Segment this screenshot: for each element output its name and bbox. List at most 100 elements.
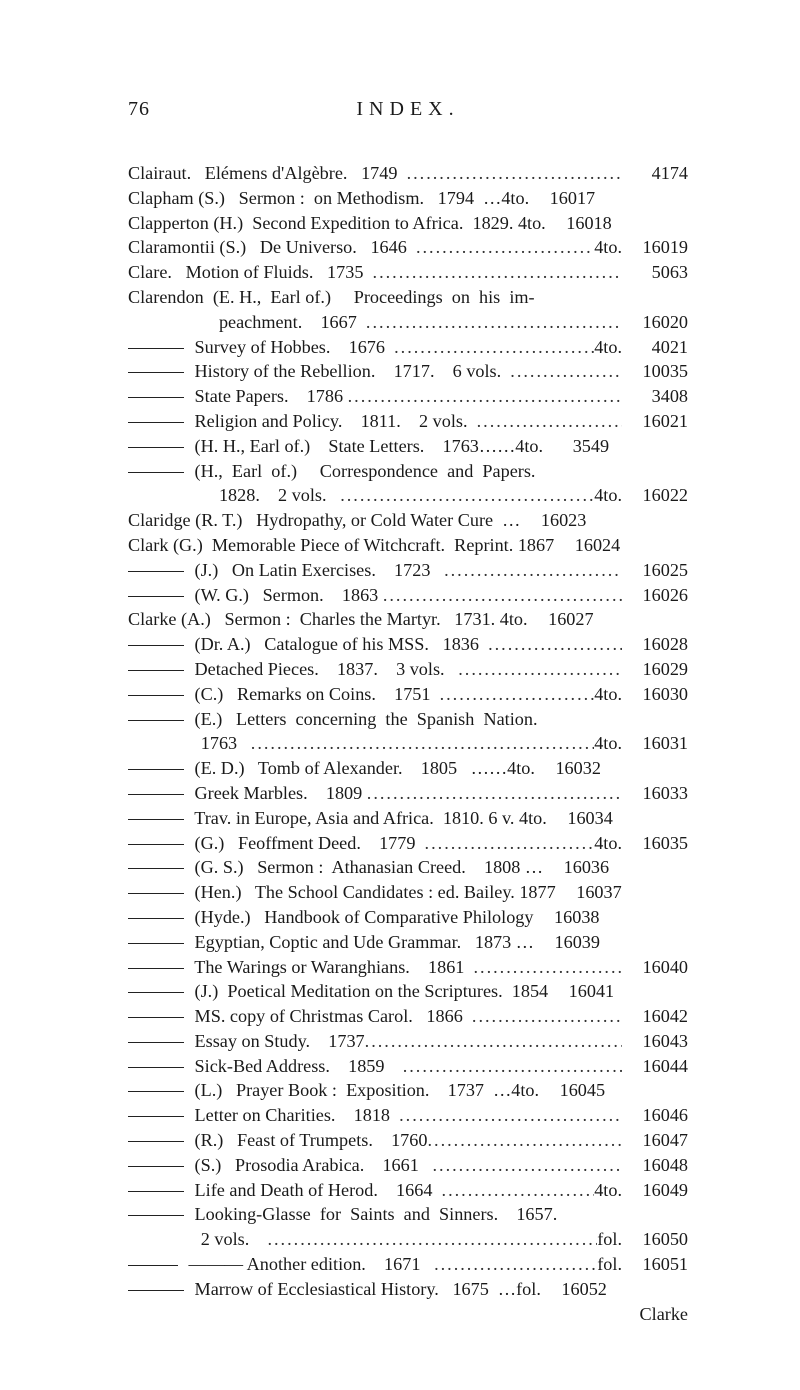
entry-suffix: 4to.: [594, 235, 622, 260]
entry-text: State Papers. 1786: [190, 384, 348, 409]
entry-number: 10035: [622, 359, 688, 384]
leader-dots: [399, 1103, 622, 1128]
continuation-dash: [128, 1265, 178, 1266]
footer-catchword-row: Clarke: [128, 1302, 688, 1327]
index-entry: Sick-Bed Address. 1859 16044: [128, 1054, 688, 1079]
entry-number: 16035: [622, 831, 688, 856]
entry-number: 16038: [534, 905, 600, 930]
entry-number: 16021: [622, 409, 688, 434]
index-entry: Detached Pieces. 1837. 3 vols. 16029: [128, 657, 688, 682]
index-entry: peachment. 1667 16020: [128, 310, 688, 335]
entry-suffix: 4to.: [594, 682, 622, 707]
entry-number: 16032: [535, 756, 601, 781]
index-entry: (J.) On Latin Exercises. 1723 16025: [128, 558, 688, 583]
index-entry: Clarendon (E. H., Earl of.) Proceedings …: [128, 285, 688, 310]
entry-number: 16041: [548, 979, 614, 1004]
index-entry: (E. D.) Tomb of Alexander. 1805 ……4to.16…: [128, 756, 688, 781]
entry-text: (H. H., Earl of.) State Letters. 1763……4…: [190, 434, 543, 459]
entry-text: (Hen.) The School Candidates : ed. Baile…: [190, 880, 556, 905]
continuation-dash: [128, 348, 184, 349]
entry-indent: [128, 483, 219, 508]
continuation-dash: [128, 1116, 184, 1117]
continuation-dash: [128, 422, 184, 423]
index-entry: 1763 4to.16031: [128, 731, 688, 756]
entry-number: 5063: [622, 260, 688, 285]
entry-text: Clark (G.) Memorable Piece of Witchcraft…: [128, 533, 554, 558]
entry-number: 16033: [622, 781, 688, 806]
index-entry: 1828. 2 vols. 4to.16022: [128, 483, 688, 508]
leader-dots: [434, 1252, 597, 1277]
entry-text: (H., Earl of.) Correspondence and Papers…: [190, 459, 535, 484]
index-entry: Essay on Study. 173716043: [128, 1029, 688, 1054]
entry-text: Detached Pieces. 1837. 3 vols.: [190, 657, 458, 682]
entry-text: (E.) Letters concerning the Spanish Nati…: [190, 707, 538, 732]
entry-suffix: 4to.: [594, 483, 622, 508]
entry-text: (W. G.) Sermon. 1863: [190, 583, 383, 608]
entry-text: Clare. Motion of Fluids. 1735: [128, 260, 373, 285]
index-entry: Marrow of Ecclesiastical History. 1675 ……: [128, 1277, 688, 1302]
index-entry: Trav. in Europe, Asia and Africa. 1810. …: [128, 806, 688, 831]
entry-text: (S.) Prosodia Arabica. 1661: [190, 1153, 432, 1178]
entry-text: 2 vols.: [201, 1227, 268, 1252]
entry-number: 16030: [622, 682, 688, 707]
leader-dots: [407, 161, 622, 186]
entry-number: 16029: [622, 657, 688, 682]
page-header: 76 INDEX.: [128, 98, 688, 121]
leader-dots: [267, 1227, 597, 1252]
leader-dots: [383, 583, 622, 608]
entry-text: Marrow of Ecclesiastical History. 1675 ……: [190, 1277, 541, 1302]
leader-dots: [366, 310, 622, 335]
index-entry: (S.) Prosodia Arabica. 1661 16048: [128, 1153, 688, 1178]
entry-number: 16048: [622, 1153, 688, 1178]
index-entry: Egyptian, Coptic and Ude Grammar. 1873 ……: [128, 930, 688, 955]
continuation-dash: [128, 720, 184, 721]
index-entry: Claridge (R. T.) Hydropathy, or Cold Wat…: [128, 508, 688, 533]
entry-number: 16052: [541, 1277, 607, 1302]
footer-catchword: Clarke: [622, 1302, 688, 1327]
continuation-dash: [128, 596, 184, 597]
continuation-dash: [128, 918, 184, 919]
continuation-dash: [128, 1017, 184, 1018]
entry-suffix: 4to.: [594, 831, 622, 856]
index-entry: (H. H., Earl of.) State Letters. 1763……4…: [128, 434, 688, 459]
page-title: INDEX.: [166, 98, 688, 121]
continuation-dash: [128, 1042, 184, 1043]
continuation-dash: [128, 819, 184, 820]
entry-text: Essay on Study. 1737: [190, 1029, 365, 1054]
continuation-dash: [128, 992, 184, 993]
continuation-dash: [128, 645, 184, 646]
index-entry: (W. G.) Sermon. 1863 16026: [128, 583, 688, 608]
entry-indent: [128, 731, 201, 756]
index-entry: (R.) Feast of Trumpets. 176016047: [128, 1128, 688, 1153]
leader-dots: [473, 955, 622, 980]
index-entry: Clarke (A.) Sermon : Charles the Martyr.…: [128, 607, 688, 632]
index-entry: Clapperton (H.) Second Expedition to Afr…: [128, 211, 688, 236]
index-entry: (C.) Remarks on Coins. 1751 4to.16030: [128, 682, 688, 707]
entry-text: (L.) Prayer Book : Exposition. 1737 …4to…: [190, 1078, 539, 1103]
index-entry: (L.) Prayer Book : Exposition. 1737 …4to…: [128, 1078, 688, 1103]
index-entry: (G.) Feoffment Deed. 1779 4to.16035: [128, 831, 688, 856]
entry-text: (J.) Poetical Meditation on the Scriptur…: [190, 979, 548, 1004]
index-entry: (H., Earl of.) Correspondence and Papers…: [128, 459, 688, 484]
entry-text: Survey of Hobbes. 1676: [190, 335, 394, 360]
entry-text: History of the Rebellion. 1717. 6 vols.: [190, 359, 510, 384]
leader-dots: [432, 1153, 622, 1178]
entry-number: 16019: [622, 235, 688, 260]
index-entry: Clark (G.) Memorable Piece of Witchcraft…: [128, 533, 688, 558]
page-number: 76: [128, 98, 166, 121]
leader-dots: [472, 1004, 622, 1029]
entry-suffix: 4to.: [594, 1178, 622, 1203]
entry-text: (C.) Remarks on Coins. 1751: [190, 682, 440, 707]
index-entry: Clare. Motion of Fluids. 1735 5063: [128, 260, 688, 285]
entry-number: 16024: [554, 533, 620, 558]
index-entry: (G. S.) Sermon : Athanasian Creed. 1808 …: [128, 855, 688, 880]
entry-text: Looking-Glasse for Saints and Sinners. 1…: [190, 1202, 557, 1227]
leader-dots: [348, 384, 622, 409]
index-entry: The Warings or Waranghians. 1861 16040: [128, 955, 688, 980]
entry-suffix: fol.: [597, 1252, 622, 1277]
index-entry: Survey of Hobbes. 1676 4to.4021: [128, 335, 688, 360]
page-content: 76 INDEX. Clairaut. Elémens d'Algèbre. 1…: [128, 98, 688, 1326]
index-entry: 2 vols. fol.16050: [128, 1227, 688, 1252]
entry-number: 16027: [528, 607, 594, 632]
entry-text: Letter on Charities. 1818: [190, 1103, 399, 1128]
